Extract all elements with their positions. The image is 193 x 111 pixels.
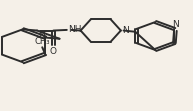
- Text: N: N: [38, 31, 45, 40]
- Text: O: O: [50, 47, 57, 56]
- Text: N: N: [122, 26, 129, 35]
- Text: CH₃: CH₃: [35, 37, 50, 46]
- Text: NH: NH: [68, 25, 81, 34]
- Text: N: N: [172, 20, 179, 29]
